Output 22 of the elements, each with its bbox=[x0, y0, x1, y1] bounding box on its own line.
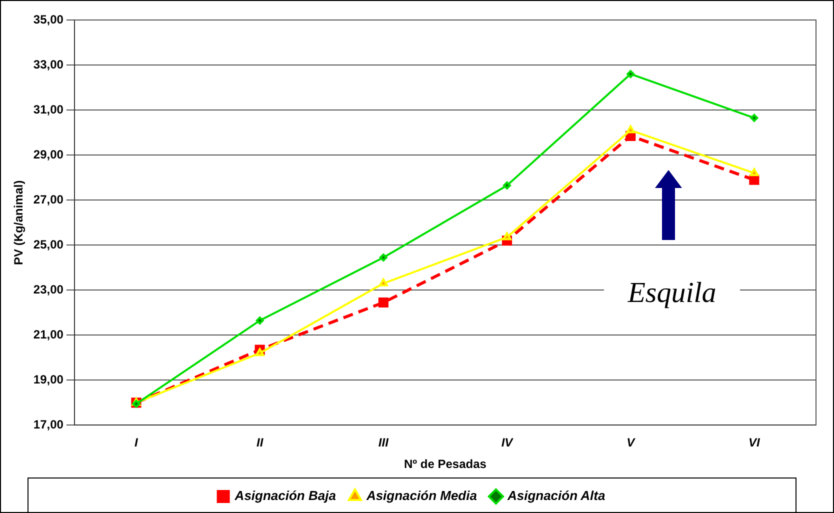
annotation: Esquila bbox=[604, 268, 740, 318]
y-axis-title: PV (Kg/animal) bbox=[12, 180, 26, 265]
x-axis-title: Nº de Pesadas bbox=[404, 457, 487, 472]
x-tick-label: I bbox=[134, 436, 139, 450]
y-tick-label: 33,00 bbox=[33, 57, 64, 72]
legend-label: Asignación Media bbox=[365, 488, 477, 504]
y-tick-label: 29,00 bbox=[33, 147, 64, 162]
y-tick-label: 27,00 bbox=[33, 192, 64, 206]
x-tick-label: II bbox=[256, 436, 264, 450]
y-tick-label: 35,00 bbox=[33, 12, 64, 26]
x-tick-label: III bbox=[378, 436, 390, 450]
x-tick-label: IV bbox=[501, 436, 514, 450]
y-tick-label: 17,00 bbox=[33, 418, 64, 432]
y-tick-label: 31,00 bbox=[33, 102, 64, 116]
legend-label: Asignación Baja bbox=[234, 488, 336, 504]
y-tick-label: 21,00 bbox=[33, 327, 64, 342]
y-tick-label: 23,00 bbox=[33, 282, 64, 296]
x-tick-label: V bbox=[626, 436, 636, 450]
y-tick-label: 19,00 bbox=[33, 372, 64, 386]
y-tick-label: 25,00 bbox=[33, 237, 64, 252]
x-tick-label: VI bbox=[748, 436, 761, 450]
legend-label: Asignación Alta bbox=[506, 488, 606, 504]
